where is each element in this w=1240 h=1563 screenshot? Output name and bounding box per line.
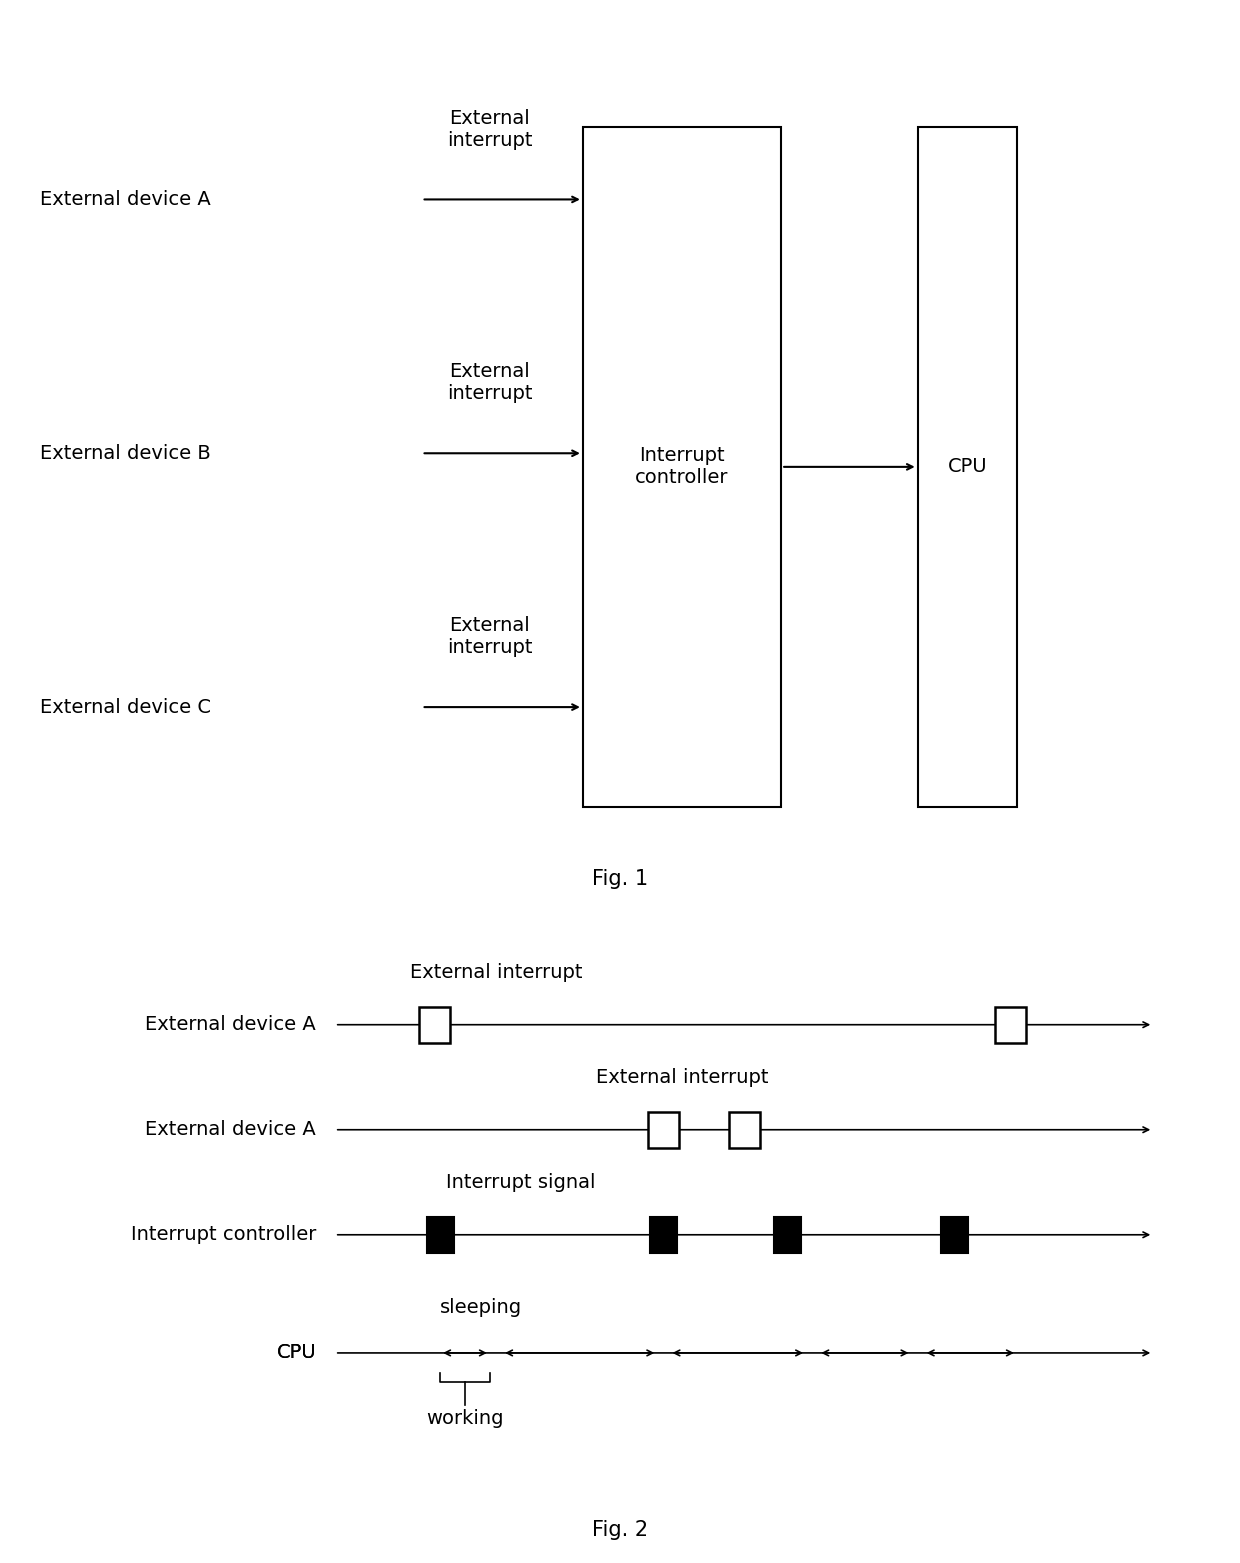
Text: CPU: CPU [277, 1344, 316, 1363]
Text: External device B: External device B [40, 444, 211, 463]
Bar [427, 1216, 454, 1254]
Bar [941, 1216, 968, 1254]
Bar [729, 1111, 759, 1147]
Text: CPU: CPU [947, 458, 987, 477]
Text: External device C: External device C [40, 697, 211, 716]
Bar [647, 1111, 680, 1147]
Text: External
interrupt: External interrupt [448, 616, 532, 658]
Text: sleeping: sleeping [440, 1297, 522, 1316]
Text: External device A: External device A [145, 1016, 316, 1035]
Bar [994, 1007, 1025, 1043]
Text: External device A: External device A [145, 1121, 316, 1139]
Text: Fig. 1: Fig. 1 [591, 869, 649, 889]
Bar [918, 127, 1017, 807]
Text: Interrupt controller: Interrupt controller [131, 1225, 316, 1244]
Text: Fig. 2: Fig. 2 [591, 1521, 649, 1540]
Text: External device A: External device A [40, 191, 211, 209]
Text: External interrupt: External interrupt [595, 1068, 769, 1088]
Bar [419, 1007, 449, 1043]
Text: Interrupt signal: Interrupt signal [446, 1174, 595, 1193]
Text: External interrupt: External interrupt [409, 963, 583, 982]
Bar [774, 1216, 801, 1254]
Text: Interrupt
controller: Interrupt controller [635, 447, 729, 488]
Text: CPU: CPU [277, 1344, 316, 1363]
Text: External
interrupt: External interrupt [448, 108, 532, 150]
Text: External
interrupt: External interrupt [448, 363, 532, 403]
Bar [650, 1216, 677, 1254]
Bar [583, 127, 781, 807]
Text: working: working [427, 1408, 503, 1427]
